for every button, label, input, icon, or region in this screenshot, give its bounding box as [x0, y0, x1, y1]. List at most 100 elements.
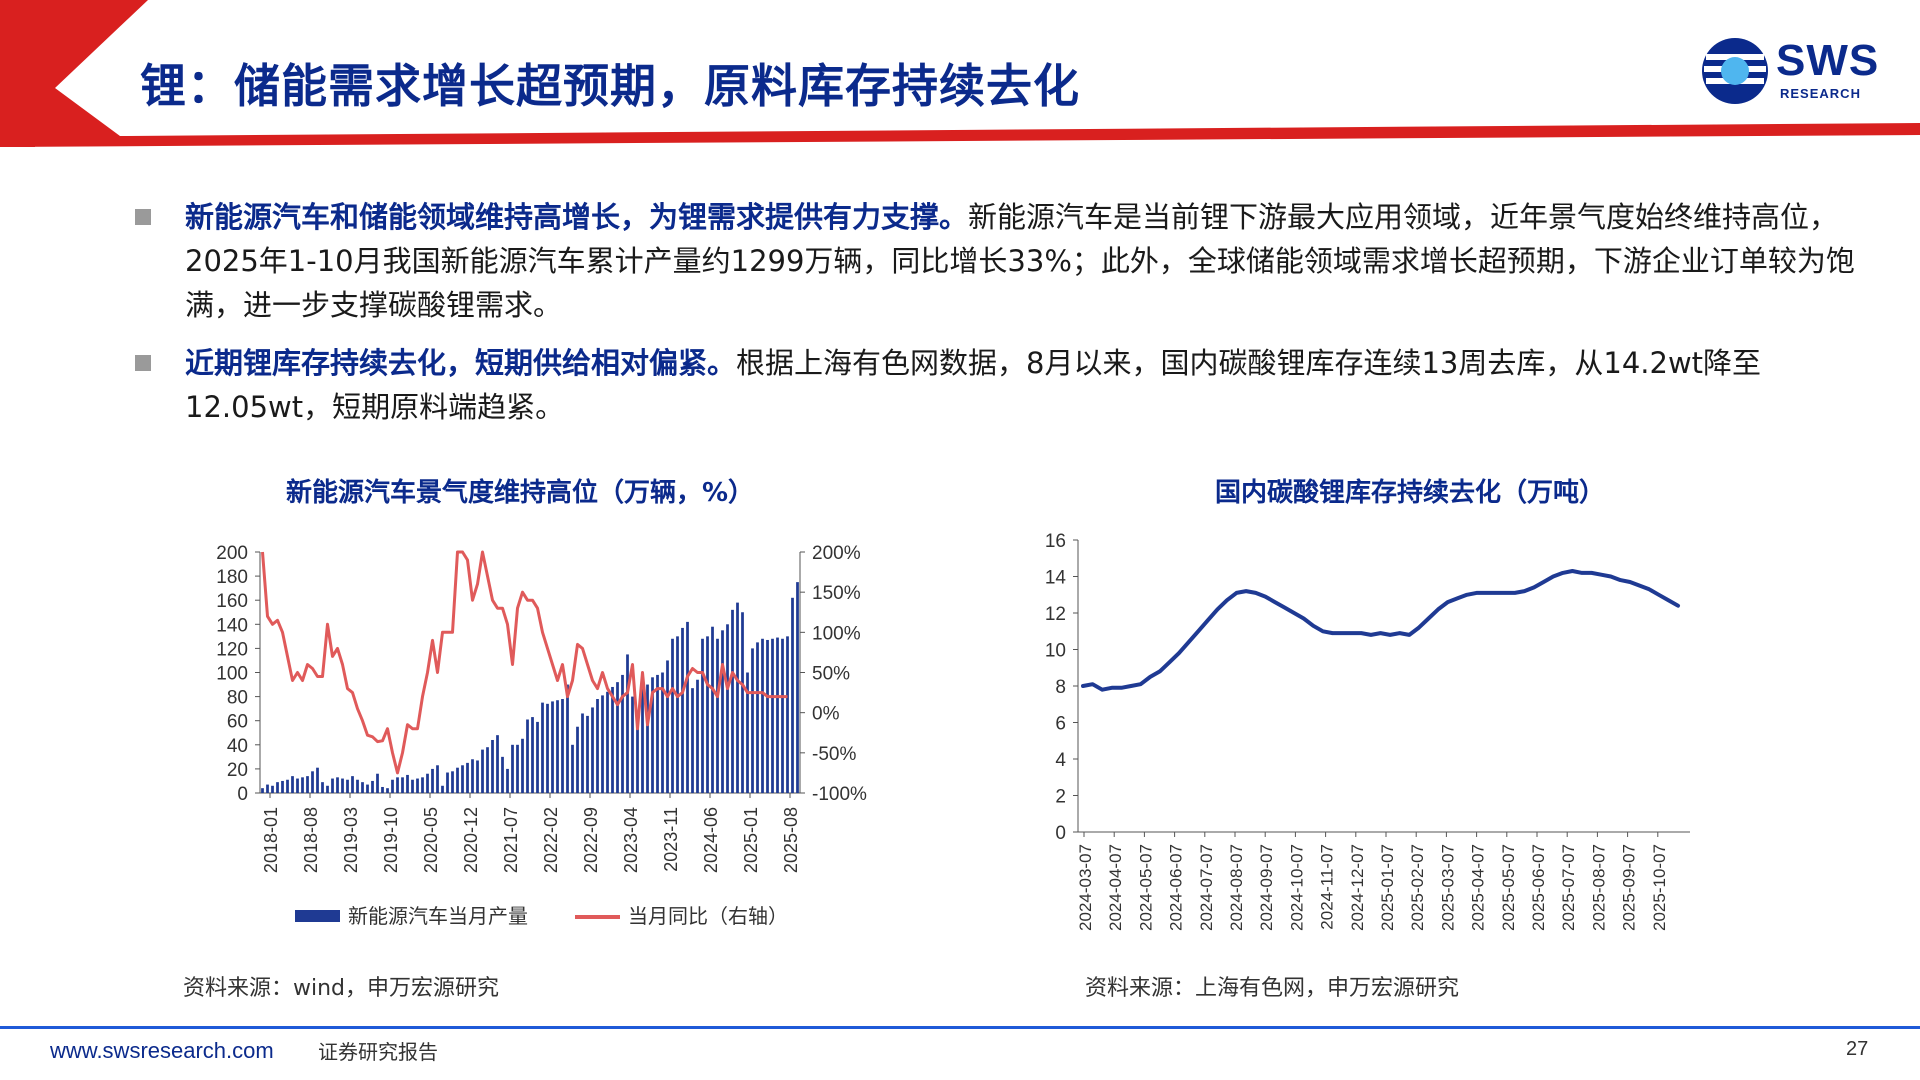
chart-1-right-tick-label: 0%: [812, 704, 840, 725]
chart-1-bar: [321, 782, 324, 793]
chart-1-bar: [531, 717, 534, 793]
chart-1-x-tick-label: 2024-06: [701, 807, 721, 873]
footer-url[interactable]: www.swsresearch.com: [50, 1038, 274, 1063]
chart-1-bar: [351, 776, 354, 793]
chart-1-bar: [796, 582, 799, 793]
chart-2-x-tick-label: 2024-10-07: [1287, 844, 1306, 931]
page-title: 锂：储能需求增长超预期，原料库存持续去化: [140, 59, 1080, 113]
chart-1-bar: [366, 784, 369, 793]
chart-1-bar: [356, 779, 359, 793]
chart-1-bar: [716, 638, 719, 793]
bullet-item-2: 近期锂库存持续去化，短期供给相对偏紧。根据上海有色网数据，8月以来，国内碳酸锂库…: [130, 341, 1890, 429]
chart-1-legend-bar-swatch: [295, 910, 340, 922]
chart-1-bar: [461, 765, 464, 793]
chart-1-left-tick-label: 20: [227, 760, 248, 781]
chart-1-bar: [671, 638, 674, 793]
chart-1-bar: [501, 756, 504, 793]
chart-1-bar: [686, 621, 689, 793]
chart-1-bar: [536, 721, 539, 793]
chart-1-x-tick-label: 2023-11: [661, 807, 681, 872]
chart-1-bar: [616, 682, 619, 793]
chart-1-bar: [441, 785, 444, 793]
chart-2-y-tick-label: 6: [1055, 714, 1066, 735]
chart-1-bar: [491, 739, 494, 793]
chart-1-bar: [271, 785, 274, 793]
chart-2-inventory-line: [1081, 569, 1680, 692]
chart-1-bar: [436, 765, 439, 793]
chart-1-x-tick-label: 2023-04: [621, 807, 641, 873]
chart-2-y-tick-label: 14: [1045, 568, 1067, 589]
chart-1-bar: [656, 674, 659, 793]
chart-1-bar: [641, 684, 644, 793]
chart-2-x-tick-label: 2025-09-07: [1620, 844, 1639, 931]
chart-1-bar: [766, 639, 769, 793]
chart-1-left-tick-label: 200: [216, 543, 248, 564]
page-number: 27: [1846, 1038, 1869, 1060]
chart-1-bar: [696, 679, 699, 793]
chart-1-x-tick-label: 2022-02: [541, 807, 561, 873]
chart-1-bar: [291, 776, 294, 793]
chart-1-bar: [381, 786, 384, 793]
chart-1-source: 资料来源：wind，申万宏源研究: [183, 976, 500, 1001]
bullet-item-1: 新能源汽车和储能领域维持高增长，为锂需求提供有力支撑。新能源汽车是当前锂下游最大…: [130, 195, 1890, 327]
chart-2-y-tick-label: 8: [1055, 677, 1066, 698]
footer-label: 证券研究报告: [318, 1040, 438, 1064]
chart-1-left-tick-label: 80: [227, 688, 248, 709]
bullet-1-text: 新能源汽车是当前锂下游最大应用领域，近年景气度始终维持高位，2025年1-10月…: [185, 200, 1855, 322]
chart-1-bar: [276, 782, 279, 793]
chart-1-bar: [626, 654, 629, 793]
chart-2-x-tick-label: 2025-02-07: [1408, 844, 1427, 931]
chart-1-x-tick-label: 2018-01: [261, 807, 281, 873]
header-left-bar: [0, 0, 35, 147]
chart-1-bar: [481, 749, 484, 793]
logo-subtext: RESEARCH: [1780, 86, 1861, 101]
chart-2-x-tick-label: 2024-12-07: [1348, 844, 1367, 931]
chart-1-right-tick-label: 200%: [812, 543, 861, 564]
chart-1-bar: [611, 686, 614, 793]
chart-1-bar: [786, 636, 789, 793]
chart-1-bar: [416, 778, 419, 793]
chart-2-x-tick-label: 2025-08-07: [1589, 844, 1608, 931]
chart-1-left-tick-label: 0: [237, 784, 248, 805]
chart-1-bar: [261, 788, 264, 793]
chart-1-bar: [661, 672, 664, 793]
chart-1-bar: [646, 684, 649, 793]
chart-1-bar: [446, 772, 449, 793]
chart-1-bar: [466, 762, 469, 793]
chart-2-x-tick-label: 2024-04-07: [1106, 844, 1125, 931]
chart-1-bar: [781, 638, 784, 793]
chart-1-right-tick-label: 100%: [812, 623, 861, 644]
chart-2-x-tick-label: 2025-05-07: [1499, 844, 1518, 931]
chart-1-bar: [336, 777, 339, 793]
chart-2-x-tick-label: 2025-10-07: [1650, 844, 1669, 931]
chart-1-bar: [421, 777, 424, 793]
chart-1-x-tick-label: 2025-08: [781, 807, 801, 873]
chart-1-bar: [426, 773, 429, 793]
chart-1-bar: [586, 715, 589, 793]
chart-1-bar: [761, 638, 764, 793]
chart-1-bar: [506, 768, 509, 793]
chart-1-bar: [411, 779, 414, 793]
chart-1-bar: [601, 695, 604, 793]
chart-1-bar: [676, 636, 679, 793]
chart-1-bar: [341, 778, 344, 793]
logo-text: SWS: [1776, 36, 1880, 85]
chart-1-bar: [361, 782, 364, 793]
chart-1-right-tick-label: 50%: [812, 664, 850, 685]
chart-1-bar: [286, 779, 289, 793]
chart-1-legend-line-label: 当月同比（右轴）: [628, 905, 788, 928]
bullet-list: 新能源汽车和储能领域维持高增长，为锂需求提供有力支撑。新能源汽车是当前锂下游最大…: [130, 195, 1890, 443]
bullet-2-text: 根据上海有色网数据，8月以来，国内碳酸锂库存连续13周去库，从14.2wt降至1…: [185, 346, 1762, 424]
chart-2-y-tick-label: 2: [1055, 787, 1066, 808]
chart-1-bar: [556, 700, 559, 793]
chart-1-bar: [631, 696, 634, 793]
chart-1-bar: [546, 703, 549, 793]
chart-1-bar: [681, 627, 684, 793]
chart-2-y-tick-label: 16: [1045, 531, 1066, 552]
bullet-square-icon: [135, 209, 151, 225]
chart-1-bar: [431, 768, 434, 793]
nev-production-chart: 0 20 40 60 80 100 120 140 160 180 200 -100% -50% 0% 50…: [216, 543, 867, 928]
chart-1-left-tick-label: 160: [216, 591, 248, 612]
chart-1-bar: [666, 660, 669, 793]
chart-1-left-tick-label: 140: [216, 615, 248, 636]
